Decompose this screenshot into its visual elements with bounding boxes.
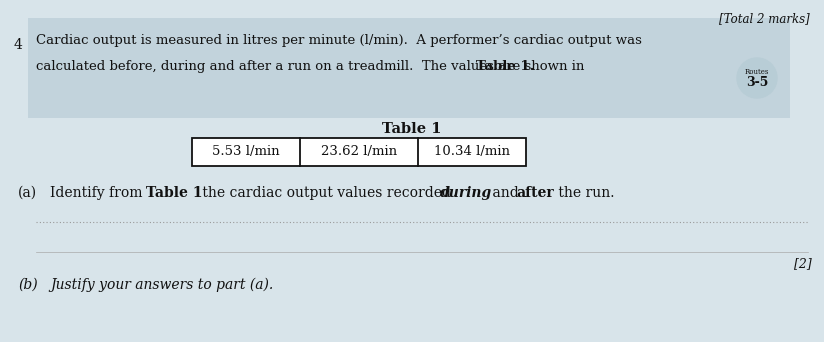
Text: after: after	[516, 186, 554, 200]
Text: (b): (b)	[18, 278, 38, 292]
Text: Identify from: Identify from	[50, 186, 147, 200]
Text: (a): (a)	[18, 186, 37, 200]
Text: during: during	[440, 186, 492, 200]
Text: [2]: [2]	[794, 257, 812, 270]
Circle shape	[737, 58, 777, 98]
Text: 10.34 l/min: 10.34 l/min	[434, 145, 510, 158]
Text: [Total 2 marks]: [Total 2 marks]	[719, 12, 810, 25]
Text: and: and	[488, 186, 523, 200]
Text: 5.53 l/min: 5.53 l/min	[213, 145, 280, 158]
Text: the cardiac output values recorded: the cardiac output values recorded	[198, 186, 456, 200]
Text: Routes: Routes	[745, 68, 769, 76]
Text: Cardiac output is measured in litres per minute (l/min).  A performer’s cardiac : Cardiac output is measured in litres per…	[36, 34, 642, 47]
Text: Justify your answers to part (a).: Justify your answers to part (a).	[50, 278, 274, 292]
Text: calculated before, during and after a run on a treadmill.  The values are shown : calculated before, during and after a ru…	[36, 60, 588, 73]
Text: Table 1: Table 1	[146, 186, 203, 200]
Text: 3-5: 3-5	[746, 77, 768, 90]
Text: 23.62 l/min: 23.62 l/min	[321, 145, 397, 158]
FancyBboxPatch shape	[192, 138, 526, 166]
FancyBboxPatch shape	[28, 18, 790, 118]
Text: the run.: the run.	[554, 186, 615, 200]
Text: 4: 4	[14, 38, 23, 52]
Text: Table 1: Table 1	[382, 122, 442, 136]
Text: Table 1.: Table 1.	[476, 60, 535, 73]
